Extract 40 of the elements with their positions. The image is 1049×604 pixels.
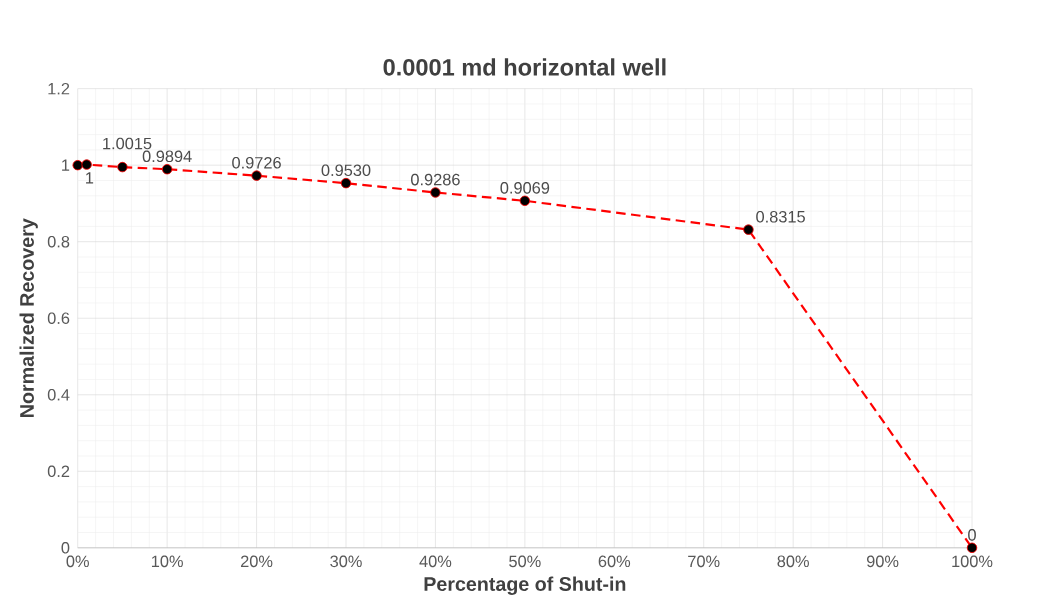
point [161,163,173,175]
y-tick-label: 1 [62,159,70,171]
point [519,195,531,206]
point [251,170,262,181]
x-tick-label: 30% [330,555,362,568]
point [743,224,754,235]
data-label: 1.0015 [103,137,152,150]
point [430,187,441,198]
y-axis-title: Normalized Recovery [19,218,38,417]
data-label: 0.9286 [411,173,460,186]
x-tick-label: 10% [151,555,183,568]
x-tick-label: 100% [952,555,993,568]
y-tick-label: 0.8 [47,235,70,248]
x-tick-label: 90% [866,555,899,568]
data-label: 0.9894 [142,150,192,163]
x-tick-label: 0% [66,555,89,568]
data-label: 0.8315 [756,210,805,223]
point [966,542,978,553]
data-label: 0.9726 [232,156,281,169]
point [81,159,92,170]
y-tick-label: 0.4 [47,388,70,401]
x-tick-label: 20% [240,555,273,568]
y-tick-label: 0.2 [47,465,70,478]
x-tick-label: 70% [688,555,720,568]
y-tick-label: 0 [61,541,70,554]
point [117,161,128,173]
data-label: 1 [86,172,94,184]
data-label: 0.9530 [321,164,371,176]
x-tick-label: 40% [419,555,452,568]
y-tick-label: 0.6 [47,312,70,324]
chart-title: 0.0001 md horizontal well [383,58,666,76]
point [72,159,83,171]
x-axis-title: Percentage of Shut-in [424,576,626,595]
x-tick-label: 50% [509,555,541,568]
y-tick-label: 1.2 [48,82,70,95]
x-tick-label: 60% [598,555,631,568]
data-label: 0.9069 [500,182,550,194]
x-tick-label: 80% [777,555,809,568]
data-label: 0 [968,529,976,541]
point [340,177,352,189]
